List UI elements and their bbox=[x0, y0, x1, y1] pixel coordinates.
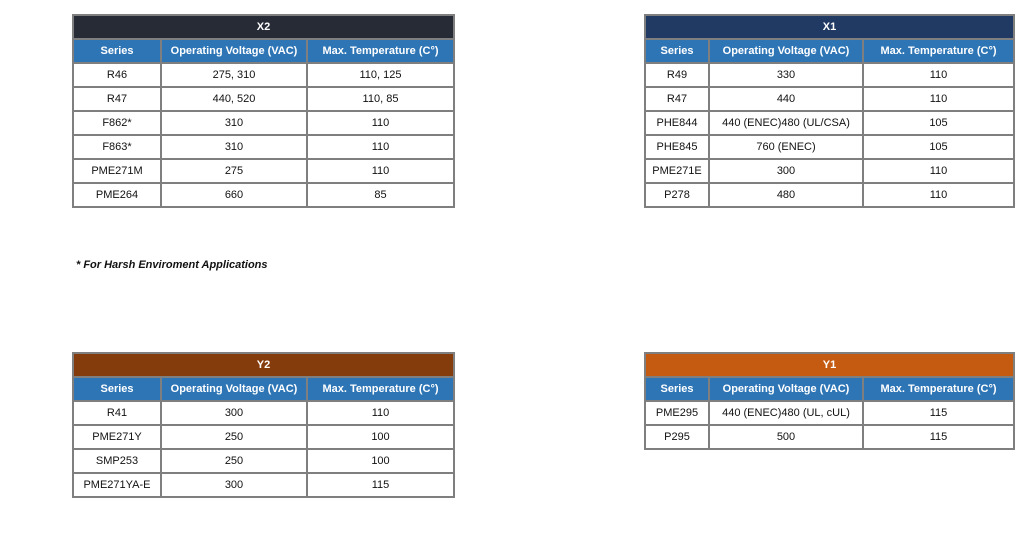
table-cell: F863* bbox=[72, 134, 162, 160]
table-cell: 105 bbox=[862, 134, 1015, 160]
x2-table: X2 Series Operating Voltage (VAC) Max. Temp… bbox=[72, 14, 455, 208]
table-row: R41 300 110 bbox=[72, 400, 455, 426]
table-cell: 110, 125 bbox=[306, 62, 455, 88]
table-cell: 110 bbox=[862, 62, 1015, 88]
table-cell: 310 bbox=[160, 134, 308, 160]
table-cell: PME271YA-E bbox=[72, 472, 162, 498]
table-cell: 440, 520 bbox=[160, 86, 308, 112]
table-cell: 250 bbox=[160, 448, 308, 474]
column-header-voltage: Operating Voltage (VAC) bbox=[708, 38, 864, 64]
table-cell: 110 bbox=[306, 158, 455, 184]
table-cell: 110 bbox=[306, 400, 455, 426]
table-row: R49 330 110 bbox=[644, 62, 1015, 88]
table-cell: PHE845 bbox=[644, 134, 710, 160]
table-cell: 660 bbox=[160, 182, 308, 208]
table-row: PME295 440 (ENEC)480 (UL, cUL) 115 bbox=[644, 400, 1015, 426]
table-cell: P295 bbox=[644, 424, 710, 450]
table-cell: 100 bbox=[306, 448, 455, 474]
table-cell: 275, 310 bbox=[160, 62, 308, 88]
table-cell: 110 bbox=[862, 182, 1015, 208]
column-header-voltage: Operating Voltage (VAC) bbox=[160, 38, 308, 64]
table-title: Y2 bbox=[72, 352, 455, 378]
table-cell: 110, 85 bbox=[306, 86, 455, 112]
table-row: SMP253 250 100 bbox=[72, 448, 455, 474]
table-cell: PME271M bbox=[72, 158, 162, 184]
column-header-voltage: Operating Voltage (VAC) bbox=[708, 376, 864, 402]
table-cell: 100 bbox=[306, 424, 455, 450]
table-cell: 310 bbox=[160, 110, 308, 136]
table-cell: 440 (ENEC)480 (UL/CSA) bbox=[708, 110, 864, 136]
table-cell: 300 bbox=[160, 472, 308, 498]
table-cell: PME271Y bbox=[72, 424, 162, 450]
table-title: X1 bbox=[644, 14, 1015, 40]
table-row: P278 480 110 bbox=[644, 182, 1015, 208]
column-header-temp: Max. Temperature (C°) bbox=[306, 376, 455, 402]
table-cell: F862* bbox=[72, 110, 162, 136]
table-row: PME264 660 85 bbox=[72, 182, 455, 208]
table-row: P295 500 115 bbox=[644, 424, 1015, 450]
table-cell: SMP253 bbox=[72, 448, 162, 474]
table-cell: PME295 bbox=[644, 400, 710, 426]
table-cell: 115 bbox=[862, 424, 1015, 450]
table-cell: PME264 bbox=[72, 182, 162, 208]
table-cell: 480 bbox=[708, 182, 864, 208]
table-title: X2 bbox=[72, 14, 455, 40]
table-cell: R47 bbox=[644, 86, 710, 112]
table-cell: 110 bbox=[306, 110, 455, 136]
table-row: PME271E 300 110 bbox=[644, 158, 1015, 184]
table-cell: 300 bbox=[160, 400, 308, 426]
table-cell: 115 bbox=[862, 400, 1015, 426]
table-cell: 760 (ENEC) bbox=[708, 134, 864, 160]
table-row: R47 440, 520 110, 85 bbox=[72, 86, 455, 112]
table-cell: R46 bbox=[72, 62, 162, 88]
column-header-series: Series bbox=[72, 376, 162, 402]
table-cell: 250 bbox=[160, 424, 308, 450]
table-row: R47 440 110 bbox=[644, 86, 1015, 112]
table-cell: 85 bbox=[306, 182, 455, 208]
table-cell: PME271E bbox=[644, 158, 710, 184]
table-title: Y1 bbox=[644, 352, 1015, 378]
column-header-temp: Max. Temperature (C°) bbox=[862, 38, 1015, 64]
table-row: PME271YA-E 300 115 bbox=[72, 472, 455, 498]
table-row: PME271M 275 110 bbox=[72, 158, 455, 184]
table-cell: R47 bbox=[72, 86, 162, 112]
table-cell: 440 bbox=[708, 86, 864, 112]
column-header-series: Series bbox=[644, 376, 710, 402]
table-cell: 115 bbox=[306, 472, 455, 498]
table-row: PHE845 760 (ENEC) 105 bbox=[644, 134, 1015, 160]
table-cell: R49 bbox=[644, 62, 710, 88]
table-cell: P278 bbox=[644, 182, 710, 208]
column-header-temp: Max. Temperature (C°) bbox=[862, 376, 1015, 402]
table-row: F863* 310 110 bbox=[72, 134, 455, 160]
table-cell: 500 bbox=[708, 424, 864, 450]
footnote: * For Harsh Enviroment Applications bbox=[76, 259, 268, 271]
table-cell: 110 bbox=[862, 86, 1015, 112]
table-cell: 105 bbox=[862, 110, 1015, 136]
table-row: PME271Y 250 100 bbox=[72, 424, 455, 450]
column-header-voltage: Operating Voltage (VAC) bbox=[160, 376, 308, 402]
table-cell: 300 bbox=[708, 158, 864, 184]
table-row: PHE844 440 (ENEC)480 (UL/CSA) 105 bbox=[644, 110, 1015, 136]
table-cell: 440 (ENEC)480 (UL, cUL) bbox=[708, 400, 864, 426]
table-cell: R41 bbox=[72, 400, 162, 426]
table-cell: PHE844 bbox=[644, 110, 710, 136]
column-header-series: Series bbox=[72, 38, 162, 64]
y1-table: Y1 Series Operating Voltage (VAC) Max. Temp… bbox=[644, 352, 1015, 450]
x1-table: X1 Series Operating Voltage (VAC) Max. Temp… bbox=[644, 14, 1015, 208]
table-cell: 110 bbox=[862, 158, 1015, 184]
table-row: R46 275, 310 110, 125 bbox=[72, 62, 455, 88]
table-cell: 110 bbox=[306, 134, 455, 160]
column-header-temp: Max. Temperature (C°) bbox=[306, 38, 455, 64]
column-header-series: Series bbox=[644, 38, 710, 64]
table-cell: 330 bbox=[708, 62, 864, 88]
table-cell: 275 bbox=[160, 158, 308, 184]
y2-table: Y2 Series Operating Voltage (VAC) Max. Temp… bbox=[72, 352, 455, 498]
table-row: F862* 310 110 bbox=[72, 110, 455, 136]
